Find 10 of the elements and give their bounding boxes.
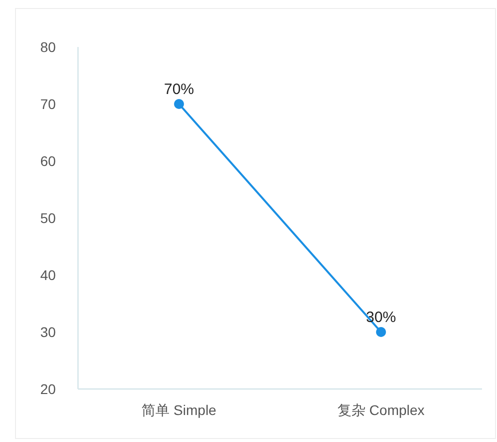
x-tick-label: 简单 Simple xyxy=(142,402,217,418)
y-tick-label: 80 xyxy=(40,39,56,55)
y-tick-label: 60 xyxy=(40,153,56,169)
data-label: 70% xyxy=(164,81,194,98)
x-tick-label: 复杂 Complex xyxy=(337,402,425,418)
y-tick-label: 30 xyxy=(40,324,56,340)
y-tick-label: 70 xyxy=(40,96,56,112)
y-tick-label: 50 xyxy=(40,210,56,226)
y-tick-label: 20 xyxy=(40,381,56,397)
y-tick-label: 40 xyxy=(40,267,56,283)
